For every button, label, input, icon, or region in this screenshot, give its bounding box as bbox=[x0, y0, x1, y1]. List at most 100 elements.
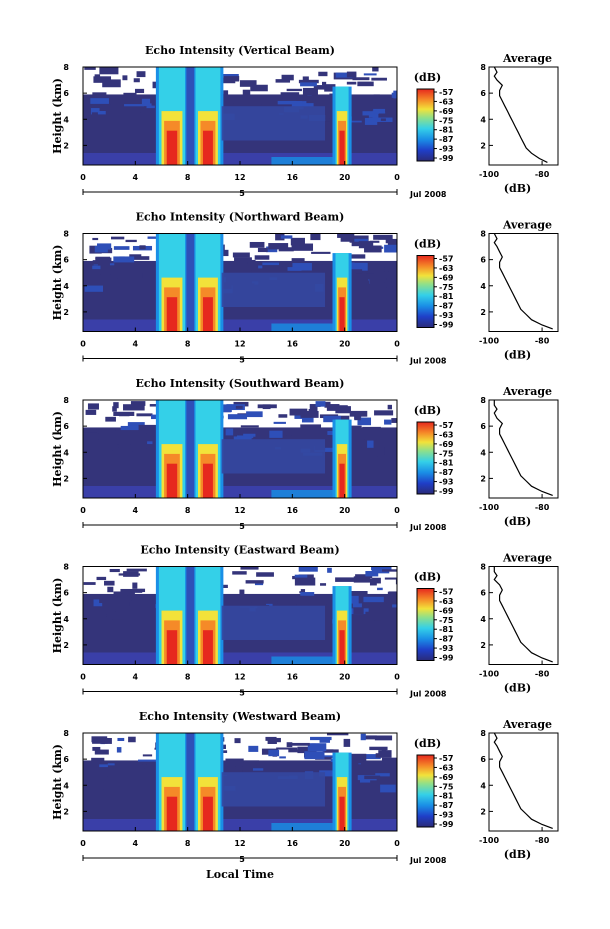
heatmap-cell bbox=[327, 567, 332, 573]
heatmap-cell bbox=[147, 441, 153, 445]
heatmap-cell bbox=[385, 105, 397, 113]
heatmap-cell bbox=[248, 745, 259, 752]
heatmap-cell bbox=[86, 769, 91, 775]
colorbar-tick-label: -57 bbox=[439, 255, 453, 264]
y-tick-label: 6 bbox=[63, 589, 69, 598]
colorbar-tick-label: -63 bbox=[439, 264, 453, 273]
heatmap-cell bbox=[391, 92, 397, 98]
heatmap-cell bbox=[258, 265, 263, 269]
heatmap-cell bbox=[249, 241, 265, 248]
heatmap-cell bbox=[294, 577, 316, 586]
heatmap-cell bbox=[227, 764, 236, 771]
average-y-tick-label: 6 bbox=[480, 256, 486, 265]
average-y-tick-label: 4 bbox=[480, 781, 486, 790]
heatmap-cell bbox=[365, 570, 379, 577]
heatmap-lowlayer bbox=[271, 323, 335, 332]
colorbar-tick-label: -69 bbox=[439, 107, 454, 116]
heatmap-cell bbox=[111, 101, 123, 106]
heatmap-cell bbox=[378, 750, 392, 758]
rain-column bbox=[166, 796, 178, 831]
heatmap-cell bbox=[387, 404, 393, 410]
heatmap-cell bbox=[387, 241, 397, 248]
heatmap-cell bbox=[116, 272, 134, 279]
colorbar-tick-label: -75 bbox=[439, 449, 454, 458]
rain-column bbox=[339, 463, 345, 498]
heatmap-cell bbox=[140, 112, 151, 121]
date-month-label: Jul 2008 bbox=[409, 190, 447, 199]
heatmap-cell bbox=[364, 117, 378, 125]
heatmap-cell bbox=[295, 244, 300, 247]
rain-column bbox=[339, 796, 345, 831]
colorbar bbox=[416, 754, 435, 828]
heatmap-gap bbox=[186, 733, 195, 831]
heatmap-cell bbox=[279, 597, 293, 602]
colorbar-tick-label: -81 bbox=[439, 792, 454, 801]
heatmap-cell bbox=[364, 245, 382, 253]
heatmap-cell bbox=[326, 733, 349, 736]
date-day-label: 5 bbox=[239, 855, 245, 864]
heatmap-cell bbox=[91, 112, 98, 116]
heatmap-cell bbox=[361, 735, 377, 740]
colorbar-tick-label: -81 bbox=[439, 292, 454, 301]
heatmap-cell bbox=[95, 737, 103, 742]
colorbar-tick-label: -81 bbox=[439, 625, 454, 634]
heatmap-cell bbox=[142, 754, 153, 757]
heatmap-cell bbox=[374, 620, 390, 623]
heatmap-cell bbox=[288, 742, 310, 746]
heatmap-cell bbox=[291, 258, 305, 263]
heatmap-0 bbox=[83, 67, 397, 165]
heatmap-cell bbox=[379, 452, 385, 460]
heatmap-cell bbox=[136, 71, 146, 78]
heatmap-cell bbox=[347, 269, 363, 274]
heatmap-cell bbox=[232, 252, 250, 258]
y-tick-label: 4 bbox=[63, 115, 69, 124]
colorbar-tick-label: -81 bbox=[439, 459, 454, 468]
heatmap-cell bbox=[288, 749, 298, 753]
heatmap-cell bbox=[257, 247, 268, 253]
heatmap-cell bbox=[357, 417, 372, 426]
average-xlabel: (dB) bbox=[504, 182, 531, 195]
heatmap-cell bbox=[335, 72, 357, 78]
heatmap-cell bbox=[225, 758, 244, 767]
average-title: Average bbox=[502, 219, 552, 232]
average-y-tick-label: 2 bbox=[480, 807, 486, 816]
heatmap-cell bbox=[126, 785, 135, 791]
heatmap-cell bbox=[94, 74, 101, 77]
panel-title: Echo Intensity (Vertical Beam) bbox=[145, 44, 335, 57]
y-tick-label: 6 bbox=[63, 89, 69, 98]
heatmap-cell bbox=[346, 262, 368, 271]
heatmap-cell bbox=[96, 576, 107, 581]
heatmap-cell bbox=[353, 576, 371, 583]
colorbar-unit: (dB) bbox=[414, 404, 441, 417]
average-y-tick-label: 6 bbox=[480, 422, 486, 431]
colorbar-tick-label: -69 bbox=[439, 773, 454, 782]
heatmap-cell bbox=[311, 251, 331, 254]
average-x-tick-label: -80 bbox=[535, 337, 550, 346]
colorbar-tick-label: -87 bbox=[439, 135, 453, 144]
heatmap-cell bbox=[344, 254, 366, 259]
heatmap-cell bbox=[381, 757, 397, 764]
heatmap-cell bbox=[300, 589, 306, 594]
heatmap-cell bbox=[343, 738, 351, 747]
heatmap-cell bbox=[103, 782, 122, 790]
y-tick-label: 2 bbox=[63, 474, 69, 483]
colorbar-tick-label: -75 bbox=[439, 616, 454, 625]
panel-4: Echo Intensity (Westward Beam) 2 4 6 8 Height… bbox=[51, 710, 559, 865]
average-xlabel: (dB) bbox=[504, 848, 531, 861]
heatmap-cell bbox=[103, 106, 120, 111]
heatmap-4 bbox=[83, 733, 397, 831]
heatmap-cell bbox=[99, 67, 119, 75]
heatmap-cell bbox=[381, 569, 397, 572]
colorbar-tick-label: -93 bbox=[439, 311, 453, 320]
x-tick-label: 12 bbox=[234, 839, 245, 848]
colorbar-tick-label: -99 bbox=[439, 321, 454, 330]
heatmap-cell bbox=[139, 245, 146, 250]
heatmap-cell bbox=[127, 432, 147, 441]
heatmap-cell bbox=[384, 419, 392, 425]
colorbar-tick-label: -99 bbox=[439, 487, 454, 496]
heatmap-cell bbox=[323, 415, 341, 423]
heatmap-diffuse bbox=[221, 605, 326, 640]
heatmap-cell bbox=[92, 265, 101, 270]
heatmap-cell bbox=[117, 444, 134, 449]
heatmap-cell bbox=[93, 76, 112, 83]
